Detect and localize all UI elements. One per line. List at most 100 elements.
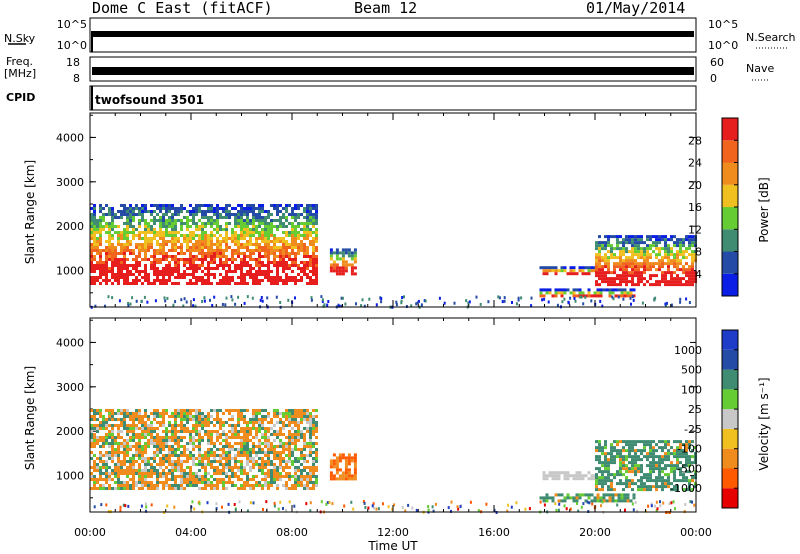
echo-cell: [255, 433, 258, 436]
echo-cell: [249, 433, 252, 436]
echo-cell: [563, 266, 567, 270]
scatter-cell: [459, 505, 462, 509]
echo-cell: [563, 471, 567, 475]
echo-cell: [264, 234, 267, 237]
echo-cell: [353, 251, 357, 255]
echo-cell: [192, 481, 195, 484]
echo-cell: [135, 234, 138, 237]
echo-cell: [108, 246, 111, 249]
echo-cell: [628, 452, 631, 456]
echo-cell: [619, 277, 622, 281]
echo-cell: [177, 252, 180, 255]
echo-cell: [204, 246, 207, 249]
echo-cell: [153, 442, 156, 445]
x-tick-label: 00:00: [680, 526, 712, 539]
echo-cell: [679, 247, 682, 251]
echo-cell: [192, 261, 195, 264]
echo-cell: [294, 237, 297, 240]
scatter-cell: [467, 301, 470, 305]
echo-cell: [111, 246, 114, 249]
echo-cell: [228, 237, 231, 240]
echo-cell: [141, 219, 144, 222]
echo-cell: [279, 216, 282, 219]
echo-cell: [332, 260, 336, 264]
echo-cell: [222, 264, 225, 267]
echo-cell: [123, 484, 126, 487]
echo-cell: [572, 477, 576, 481]
echo-cell: [279, 219, 282, 222]
echo-cell: [237, 237, 240, 240]
echo-cell: [309, 433, 312, 436]
echo-cell: [637, 256, 640, 260]
echo-cell: [661, 247, 664, 251]
echo-cell: [622, 277, 625, 281]
echo-cell: [300, 261, 303, 264]
echo-cell: [174, 228, 177, 231]
echo-cell: [315, 460, 318, 463]
echo-cell: [102, 264, 105, 267]
echo-cell: [306, 282, 309, 285]
echo-cell: [204, 213, 207, 216]
echo-cell: [111, 213, 114, 216]
echo-cell: [276, 466, 279, 469]
echo-cell: [353, 260, 357, 264]
echo-cell: [258, 204, 261, 207]
echo-cell: [216, 439, 219, 442]
colorbar-level: 8: [695, 246, 702, 259]
echo-cell: [96, 487, 99, 490]
echo-cell: [159, 249, 162, 252]
echo-cell: [102, 225, 105, 228]
echo-cell: [117, 252, 120, 255]
echo-cell: [147, 228, 150, 231]
echo-cell: [673, 476, 676, 480]
echo-cell: [646, 488, 649, 492]
echo-cell: [216, 433, 219, 436]
echo-cell: [126, 427, 129, 430]
echo-cell: [664, 455, 667, 459]
echo-cell: [631, 482, 634, 486]
echo-cell: [162, 469, 165, 472]
scatter-cell: [530, 296, 533, 300]
echo-cell: [108, 409, 111, 412]
echo-cell: [249, 418, 252, 421]
echo-cell: [312, 219, 315, 222]
scatter-cell: [693, 503, 696, 507]
echo-cell: [294, 225, 297, 228]
echo-cell: [210, 460, 213, 463]
echo-cell: [210, 210, 213, 213]
echo-cell: [279, 225, 282, 228]
freq-label-1: Freq.: [6, 55, 33, 68]
echo-cell: [595, 449, 598, 453]
echo-cell: [228, 478, 231, 481]
echo-cell: [652, 244, 655, 248]
colorbar-segment: [722, 118, 738, 141]
echo-cell: [174, 442, 177, 445]
scatter-cell: [636, 509, 638, 513]
echo-cell: [252, 228, 255, 231]
echo-cell: [685, 280, 688, 284]
echo-cell: [288, 264, 291, 267]
echo-cell: [312, 243, 315, 246]
echo-cell: [300, 415, 303, 418]
echo-cell: [132, 228, 135, 231]
echo-cell: [117, 436, 120, 439]
echo-cell: [207, 219, 210, 222]
echo-cell: [210, 225, 213, 228]
echo-cell: [198, 228, 201, 231]
echo-cell: [682, 250, 685, 254]
echo-cell: [114, 454, 117, 457]
echo-cell: [177, 264, 180, 267]
echo-cell: [108, 222, 111, 225]
echo-cell: [93, 207, 96, 210]
echo-cell: [604, 241, 607, 245]
echo-cell: [123, 481, 126, 484]
echo-cell: [150, 264, 153, 267]
scatter-cell: [653, 298, 656, 302]
echo-cell: [623, 288, 627, 292]
echo-cell: [123, 255, 126, 258]
echo-cell: [201, 478, 204, 481]
echo-cell: [578, 474, 582, 478]
echo-cell: [255, 436, 258, 439]
echo-cell: [682, 455, 685, 459]
scatter-cell: [670, 303, 673, 307]
